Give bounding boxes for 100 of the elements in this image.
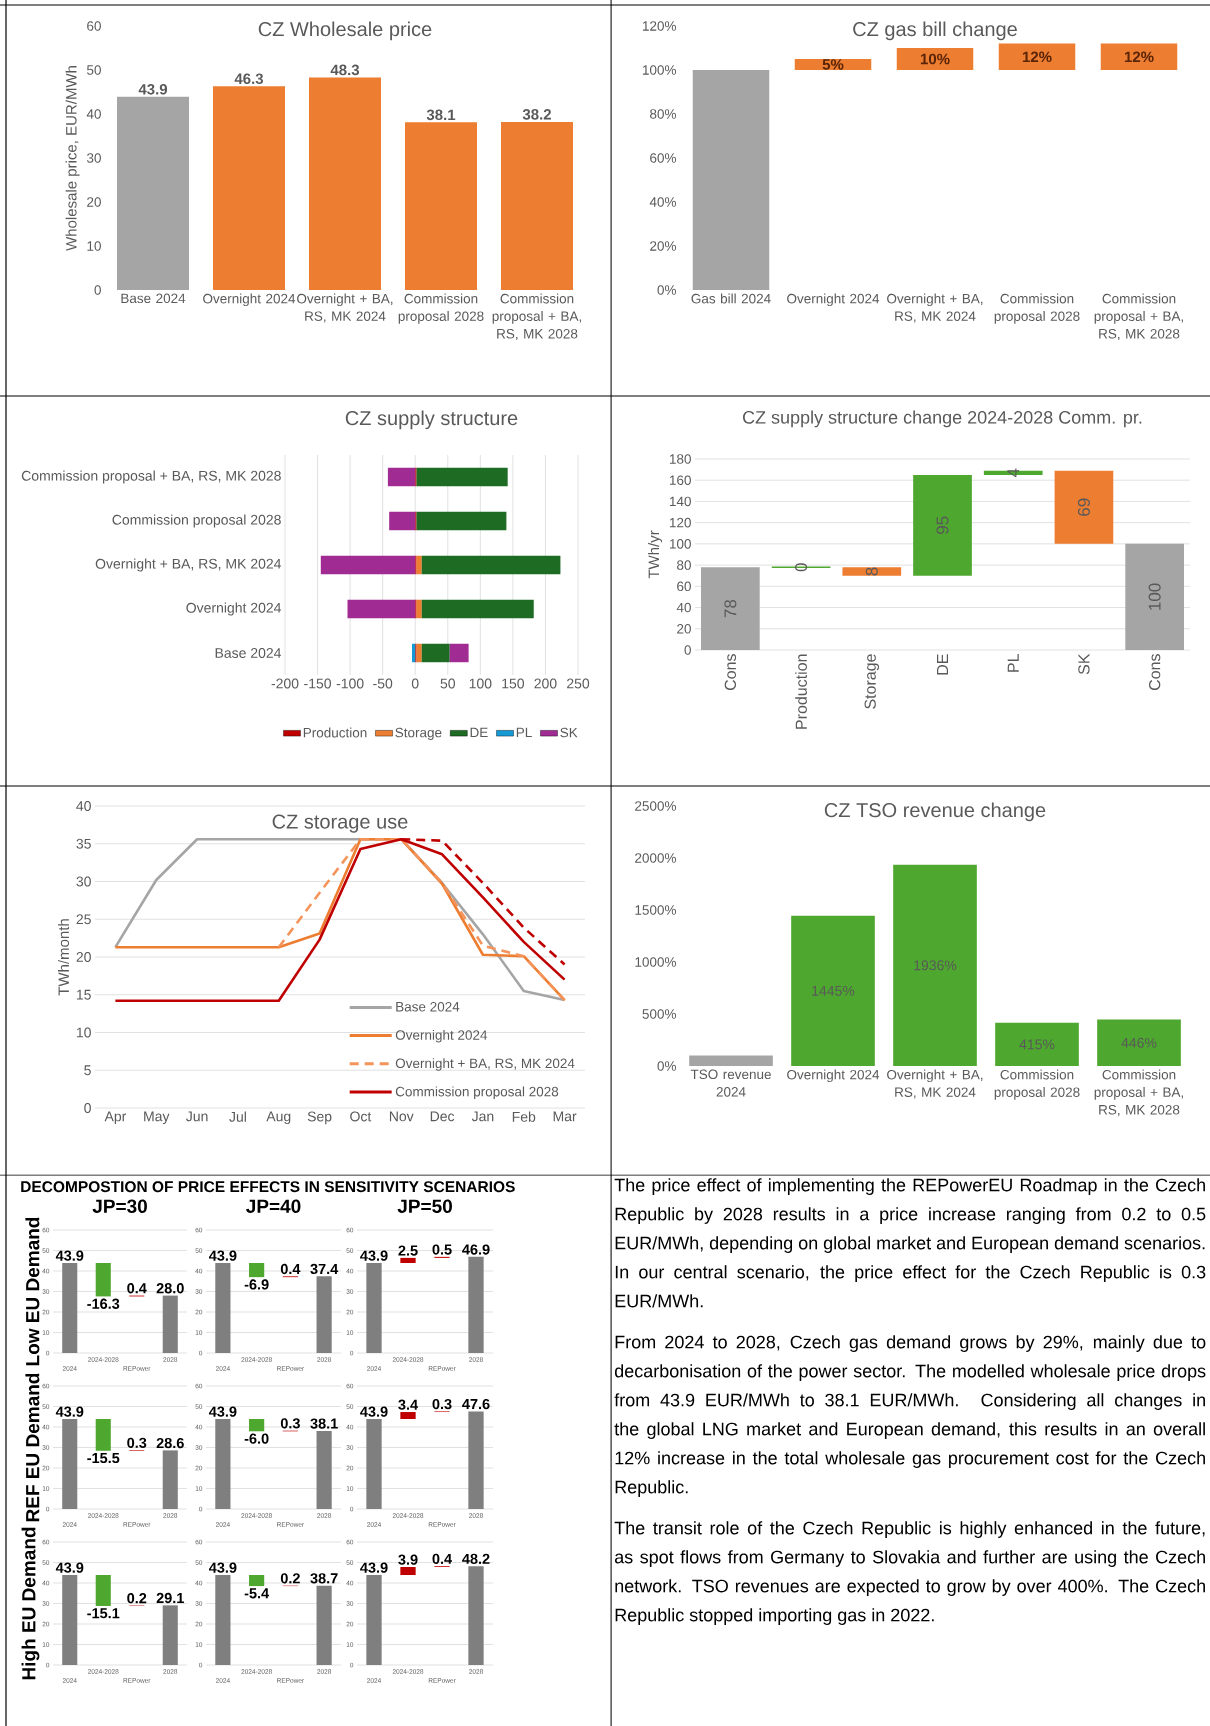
data-label: 0.5 [432,1244,452,1255]
y-tick-label: 0 [84,1103,91,1113]
bar [913,474,972,576]
x-tick-label: Oct [350,1111,372,1122]
data-label: 69 [1077,498,1090,516]
y-tick-label: 1000% [635,957,676,967]
y-tick-label: 15 [76,989,91,1000]
data-label: 46.3 [234,73,264,85]
x-tick-label: May [144,1111,170,1125]
bar [468,1256,484,1353]
legend-label: Storage [395,727,442,740]
data-label: 28.6 [156,1437,184,1449]
data-label: 1445% [812,985,855,996]
x-tick-label: Overnight 2024 [787,293,880,307]
bar [400,1412,416,1420]
data-label: 37.4 [310,1263,339,1275]
bar [1125,543,1184,650]
x-tick-label: 50 [440,678,456,689]
bar [62,1419,78,1509]
data-label: 0.3 [127,1437,147,1448]
data-label: 78 [724,599,737,618]
bar [309,77,381,290]
y-tick-label: 20% [650,241,676,251]
x-tick-label: -150 [304,678,332,689]
data-label: 0.2 [127,1593,147,1604]
data-label: 12% [1022,51,1052,63]
bar [400,1567,416,1576]
x-tick-label: Commission proposal 2028 [994,1069,1080,1100]
data-label: 0.3 [432,1398,452,1410]
data-label: 48.2 [462,1553,490,1564]
x-tick-label: Jun [186,1111,208,1122]
y-tick-label: 120 [669,517,691,528]
bar [995,1022,1079,1066]
y-tick-label: 40 [76,801,91,811]
legend-label: Production [303,727,367,738]
bar [421,643,450,663]
line-series [277,837,566,1002]
bar [95,1575,111,1606]
data-label: -15.5 [87,1452,120,1464]
x-tick-label: Commission proposal + BA, RS, MK 2028 [1094,293,1183,341]
bar [389,511,416,531]
data-label: 1936% [914,960,957,971]
chart-title: CZ supply structure [345,410,518,430]
bar [366,1575,382,1665]
bar [692,69,770,290]
bar [1097,1019,1181,1066]
x-tick-label: Cons [1148,654,1161,691]
bar [421,599,534,619]
bar [416,555,422,575]
y-tick-label: 2500% [635,801,676,811]
x-tick-label: Overnight 2024 [787,1069,880,1083]
y-axis-title: REF EU Demand [25,1373,40,1522]
x-tick-label: Overnight + BA, RS, MK 2024 [887,1069,983,1099]
y-tick-label: 10 [76,1027,91,1038]
data-label: -6.0 [244,1433,269,1444]
y-tick-label: Overnight + BA, RS, MK 2024 [95,558,282,572]
x-tick-label: 200 [534,678,557,689]
x-tick-label: 100 [469,678,492,689]
data-label: -6.9 [244,1279,269,1290]
bar [411,643,416,663]
bar [449,643,469,663]
x-tick-label: Commission proposal + BA, RS, MK 2028 [1094,1069,1183,1117]
x-tick-label: Commission proposal + BA, RS, MK 2028 [492,293,581,341]
y-axis-title: TWh/month [58,919,70,996]
data-label: -15.1 [87,1608,120,1619]
y-tick-label: 60 [677,581,691,592]
y-tick-label: 20 [76,952,91,962]
text: The price effect of implementing the REPowerEU Roadmap in the Czech Republic by 2028 results in a price increase ranging from 0.2 to 0.5 EUR/MWh, depending on global market and European demand scenarios. In our central scenario, the price effect for the Czech Republic is 0.3 EUR/MWh. [614,1178,1206,1308]
bar [416,511,507,531]
bar [416,643,422,663]
data-label: 3.9 [398,1554,418,1565]
data-label: 0 [795,563,808,572]
y-axis-title: TWh/yr [648,530,663,579]
y-tick-label: 20 [87,197,101,207]
bar [316,1430,332,1509]
x-tick-label: -200 [271,678,299,689]
data-label: 95 [936,516,949,534]
data-label: 43.9 [208,1250,237,1261]
data-label: 38.1 [426,109,456,121]
data-label: 38.1 [310,1418,338,1429]
bar [162,1450,178,1509]
text: DECOMPOSTION OF PRICE EFFECTS IN SENSITIVITY SCENARIOS [21,1181,515,1193]
y-tick-label: 35 [76,838,91,849]
y-tick-label: 50 [86,65,101,75]
x-tick-label: Overnight + BA, RS, MK 2024 [887,293,983,323]
bar [213,86,285,290]
y-tick-label: 2000% [635,853,676,863]
x-tick-label: PL [1007,654,1019,672]
y-tick-label: 0 [684,645,691,655]
data-label: -5.4 [244,1588,270,1599]
data-label: 38.2 [522,109,551,120]
y-tick-label: 0% [657,1061,676,1071]
data-label: 43.9 [55,1250,84,1261]
chart-title: CZ TSO revenue change [824,802,1046,822]
data-label: 4 [1007,468,1020,478]
data-label: -16.3 [87,1298,120,1309]
y-tick-label: Commission proposal 2028 [112,514,281,528]
data-label: 5% [822,59,844,70]
data-label: 46.9 [462,1244,490,1255]
chart-title: CZ Wholesale price [258,21,432,41]
